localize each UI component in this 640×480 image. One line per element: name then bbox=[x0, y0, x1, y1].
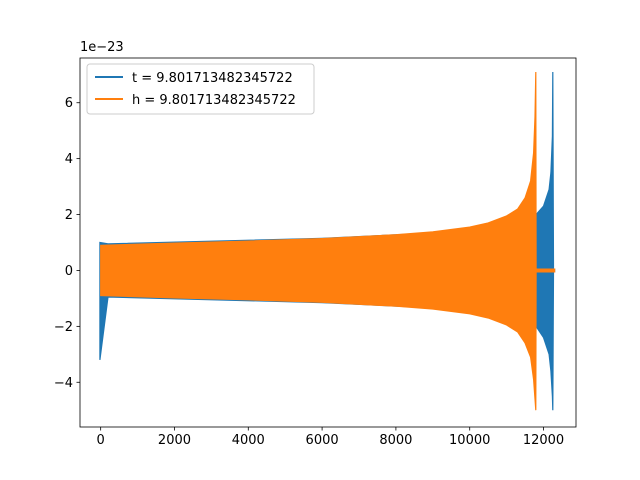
x-tick-label: 4000 bbox=[232, 433, 265, 448]
legend-label: h = 9.801713482345722 bbox=[132, 93, 296, 108]
legend-box bbox=[86, 63, 315, 115]
x-tick-label: 8000 bbox=[379, 433, 412, 448]
y-tick-label: 6 bbox=[65, 96, 73, 111]
legend: t = 9.801713482345722 h = 9.8017134823457… bbox=[86, 63, 315, 115]
x-tick-label: 0 bbox=[97, 433, 105, 448]
y-tick-label: 2 bbox=[65, 208, 73, 223]
y-offset-label: 1e−23 bbox=[80, 40, 124, 55]
y-tick-label: −4 bbox=[54, 376, 73, 391]
y-tick-label: 0 bbox=[65, 264, 73, 279]
y-axis: −4 −2 0 2 4 6 bbox=[54, 96, 80, 391]
y-tick-label: −2 bbox=[54, 320, 73, 335]
legend-label: t = 9.801713482345722 bbox=[132, 71, 293, 86]
y-tick-label: 4 bbox=[65, 152, 73, 167]
x-tick-label: 10000 bbox=[449, 433, 490, 448]
x-tick-label: 2000 bbox=[158, 433, 191, 448]
x-tick-label: 6000 bbox=[306, 433, 339, 448]
series-layer bbox=[99, 71, 556, 411]
series-2-band bbox=[100, 71, 556, 411]
axes-frame bbox=[79, 57, 577, 428]
x-tick-label: 12000 bbox=[523, 433, 564, 448]
x-axis: 0 2000 4000 6000 8000 10000 12000 bbox=[97, 427, 564, 448]
